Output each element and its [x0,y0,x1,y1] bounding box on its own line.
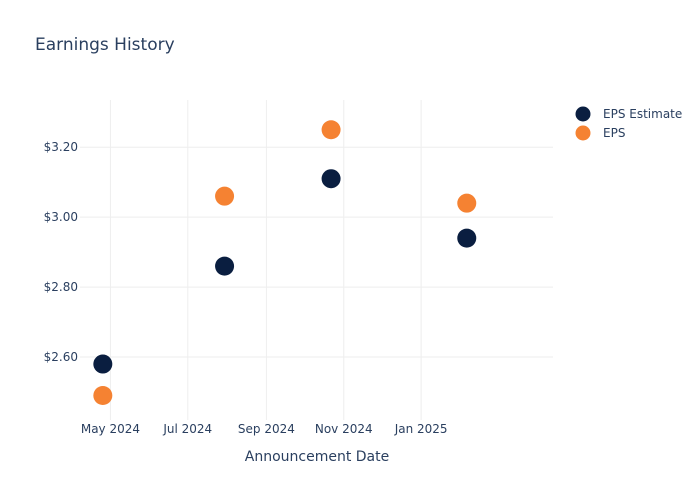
y-tick-label: $2.80 [44,280,78,294]
x-tick-label: May 2024 [81,422,140,436]
y-tick-label: $2.60 [44,350,78,364]
x-tick-labels: May 2024 Jul 2024 Sep 2024 Nov 2024 Jan 2025 [81,422,448,436]
legend-marker [575,106,591,122]
data-point[interactable] [457,228,477,248]
data-point[interactable] [93,386,113,406]
data-point[interactable] [215,256,235,276]
legend-item[interactable]: EPS Estimate [575,106,683,122]
x-tick-label: Sep 2024 [238,422,295,436]
series-eps-estimate [93,169,477,374]
y-tick-labels: $2.60 $2.80 $3.00 $3.20 [44,140,78,364]
series-eps [93,120,477,406]
plot-points [93,120,477,406]
x-tick-label: Jan 2025 [394,422,448,436]
x-axis-title: Announcement Date [245,449,389,465]
legend-marker [575,125,591,141]
y-tick-label: $3.20 [44,140,78,154]
legend-label: EPS Estimate [603,107,682,121]
data-point[interactable] [321,169,341,189]
data-point[interactable] [93,354,113,374]
chart-title: Earnings History [35,35,175,55]
data-point[interactable] [215,186,235,206]
x-tick-label: Jul 2024 [162,422,212,436]
x-tick-label: Nov 2024 [315,422,373,436]
legend-item[interactable]: EPS [575,125,626,141]
legend: EPS Estimate EPS [575,106,683,141]
y-tick-label: $3.00 [44,210,78,224]
legend-label: EPS [603,126,625,140]
grid-layer [80,100,553,420]
data-point[interactable] [457,193,477,213]
data-point[interactable] [321,120,341,140]
